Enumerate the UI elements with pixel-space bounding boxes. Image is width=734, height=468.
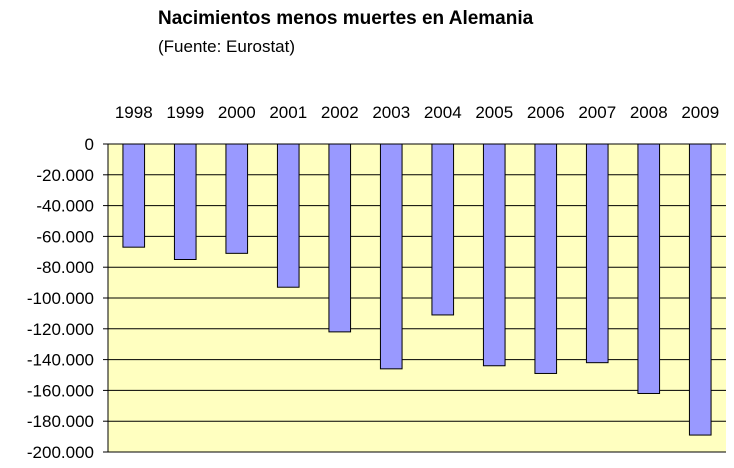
x-tick-label: 1998 <box>115 103 153 122</box>
bar-2007 <box>585 143 609 364</box>
y-tick-label: -120.000 <box>27 320 94 339</box>
x-tick-label: 2009 <box>681 103 719 122</box>
y-tick-label: -100.000 <box>27 289 94 308</box>
y-tick-label: -160.000 <box>27 381 94 400</box>
y-tick-label: 0 <box>85 135 94 154</box>
x-tick-label: 2000 <box>218 103 256 122</box>
x-tick-label: 2007 <box>578 103 616 122</box>
x-tick-label: 2002 <box>321 103 359 122</box>
y-tick-label: -80.000 <box>36 258 94 277</box>
chart-title: Nacimientos menos muertes en Alemania <box>158 8 534 29</box>
y-tick-label: -140.000 <box>27 351 94 370</box>
bar-2003 <box>379 143 403 370</box>
x-tick-label: 2003 <box>372 103 410 122</box>
bar-1998 <box>122 143 146 248</box>
x-tick-label: 2004 <box>424 103 462 122</box>
bar-1999 <box>173 143 197 260</box>
bar-2000 <box>225 143 249 254</box>
bar-2006 <box>534 143 558 374</box>
chart-subtitle: (Fuente: Eurostat) <box>158 37 296 56</box>
y-tick-label: -40.000 <box>36 197 94 216</box>
bar-2008 <box>637 143 661 394</box>
y-tick-label: -60.000 <box>36 227 94 246</box>
bar-2005 <box>482 143 506 367</box>
bar-2009 <box>688 143 712 436</box>
x-tick-label: 2006 <box>527 103 565 122</box>
x-tick-label: 1999 <box>166 103 204 122</box>
bar-2002 <box>328 143 352 333</box>
y-tick-label: -180.000 <box>27 412 94 431</box>
bar-2001 <box>276 143 300 288</box>
x-tick-label: 2001 <box>269 103 307 122</box>
y-tick-label: -200.000 <box>27 443 94 462</box>
x-tick-label: 2008 <box>630 103 668 122</box>
bar-2004 <box>431 143 455 316</box>
x-tick-label: 2005 <box>475 103 513 122</box>
y-tick-label: -20.000 <box>36 166 94 185</box>
